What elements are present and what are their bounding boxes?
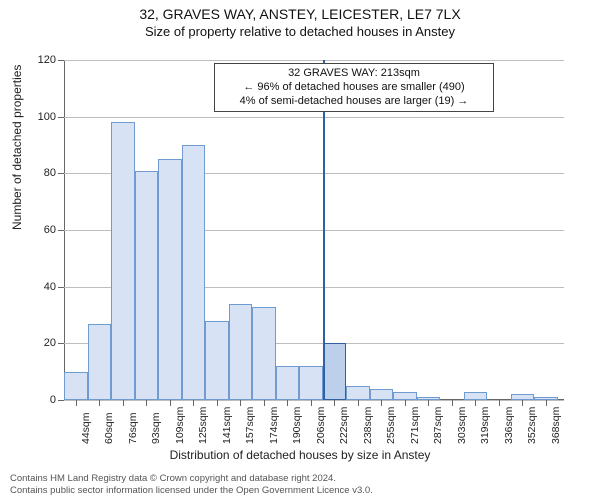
y-tick-label: 0: [16, 394, 56, 406]
x-tick: [475, 400, 476, 406]
x-tick: [193, 400, 194, 406]
bar: [135, 171, 159, 401]
y-tick-label: 40: [16, 281, 56, 293]
y-tick: [58, 173, 64, 174]
gridline: [64, 400, 564, 401]
bar: [111, 122, 135, 400]
annotation-line-2: ← 96% of detached houses are smaller (49…: [223, 81, 485, 95]
bar: [229, 304, 253, 400]
page-subtitle: Size of property relative to detached ho…: [0, 24, 600, 40]
bar: [346, 386, 370, 400]
y-tick: [58, 400, 64, 401]
x-tick: [170, 400, 171, 406]
x-tick-label: 44sqm: [80, 412, 92, 444]
x-tick-label: 222sqm: [338, 407, 350, 444]
x-tick-label: 319sqm: [479, 407, 491, 444]
x-tick-label: 141sqm: [221, 407, 233, 444]
y-tick: [58, 60, 64, 61]
bar: [276, 366, 300, 400]
x-tick: [311, 400, 312, 406]
bar: [158, 159, 182, 400]
bar: [393, 392, 417, 401]
x-tick-label: 238sqm: [362, 407, 374, 444]
x-tick: [452, 400, 453, 406]
x-tick: [264, 400, 265, 406]
annotation-line-1: 32 GRAVES WAY: 213sqm: [223, 67, 485, 81]
bar: [64, 372, 88, 400]
footer-line-2: Contains public sector information licen…: [10, 485, 373, 496]
x-tick-label: 336sqm: [503, 407, 515, 444]
x-tick-label: 76sqm: [127, 412, 139, 444]
bar: [464, 392, 488, 401]
bar: [88, 324, 112, 401]
x-tick-label: 174sqm: [268, 407, 280, 444]
x-tick: [428, 400, 429, 406]
x-tick-label: 352sqm: [526, 407, 538, 444]
x-tick-label: 368sqm: [550, 407, 562, 444]
y-tick-label: 60: [16, 224, 56, 236]
x-tick-label: 93sqm: [150, 412, 162, 444]
gridline: [64, 60, 564, 61]
x-tick: [499, 400, 500, 406]
bar: [323, 343, 347, 400]
x-tick-label: 60sqm: [103, 412, 115, 444]
page-title: 32, GRAVES WAY, ANSTEY, LEICESTER, LE7 7…: [0, 6, 600, 24]
y-tick: [58, 230, 64, 231]
x-tick: [358, 400, 359, 406]
x-tick: [76, 400, 77, 406]
x-tick-label: 255sqm: [385, 407, 397, 444]
y-tick: [58, 287, 64, 288]
title-block: 32, GRAVES WAY, ANSTEY, LEICESTER, LE7 7…: [0, 0, 600, 40]
x-tick: [287, 400, 288, 406]
annotation-line-3: 4% of semi-detached houses are larger (1…: [223, 95, 485, 109]
x-tick: [123, 400, 124, 406]
y-tick-label: 20: [16, 337, 56, 349]
x-tick: [522, 400, 523, 406]
x-axis-label: Distribution of detached houses by size …: [0, 448, 600, 462]
x-tick-label: 109sqm: [174, 407, 186, 444]
y-axis-label: Number of detached properties: [10, 65, 24, 230]
x-tick: [146, 400, 147, 406]
x-tick-label: 303sqm: [456, 407, 468, 444]
bar: [205, 321, 229, 400]
x-tick: [405, 400, 406, 406]
annotation-box: 32 GRAVES WAY: 213sqm ← 96% of detached …: [214, 63, 494, 112]
x-tick-label: 157sqm: [244, 407, 256, 444]
y-tick-label: 120: [16, 54, 56, 66]
x-tick: [217, 400, 218, 406]
footer-attribution: Contains HM Land Registry data © Crown c…: [10, 473, 373, 496]
bar: [370, 389, 394, 400]
y-tick: [58, 343, 64, 344]
x-tick-label: 287sqm: [432, 407, 444, 444]
x-tick: [240, 400, 241, 406]
x-tick-label: 190sqm: [291, 407, 303, 444]
chart-area: 02040608010012044sqm60sqm76sqm93sqm109sq…: [64, 60, 564, 400]
x-tick: [546, 400, 547, 406]
y-tick: [58, 117, 64, 118]
bar: [252, 307, 276, 401]
x-tick-label: 125sqm: [197, 407, 209, 444]
x-tick-label: 271sqm: [409, 407, 421, 444]
x-tick: [381, 400, 382, 406]
x-tick: [334, 400, 335, 406]
bar: [299, 366, 323, 400]
x-tick-label: 206sqm: [315, 407, 327, 444]
gridline: [64, 117, 564, 118]
y-tick-label: 80: [16, 167, 56, 179]
footer-line-1: Contains HM Land Registry data © Crown c…: [10, 473, 373, 484]
bar: [182, 145, 206, 400]
x-tick: [99, 400, 100, 406]
y-tick-label: 100: [16, 111, 56, 123]
